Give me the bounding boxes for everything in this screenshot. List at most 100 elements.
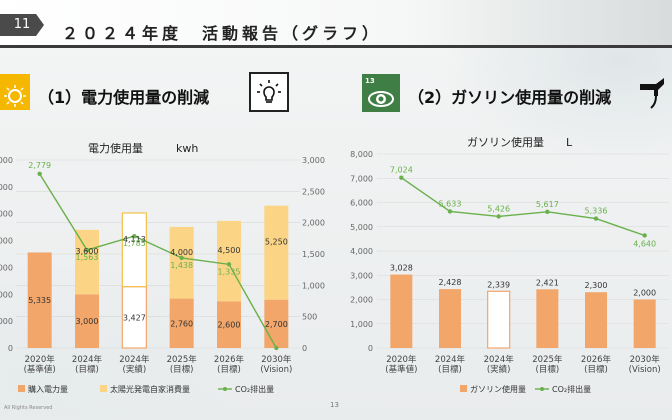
chart2-label-co2: 5,617 xyxy=(536,200,559,209)
chart1-category-label: 2025年 xyxy=(167,354,198,365)
chart1-right-tick: 1,000 xyxy=(302,281,325,290)
chart1-legend-item: 購入電力量 xyxy=(28,384,68,394)
chart2-co2-point xyxy=(496,214,501,219)
chart1-legend-swatch xyxy=(223,387,227,391)
chart1-category-label: 2020年 xyxy=(25,354,56,365)
chart2-label-co2: 5,336 xyxy=(585,207,608,216)
chart1-label-purchased: 3,000 xyxy=(76,317,99,326)
chart1-left-tick: 000 xyxy=(0,290,13,299)
chart2-legend-item: CO₂排出量 xyxy=(552,384,591,394)
chart2-tick: 4,000 xyxy=(350,247,373,256)
slide-number: 11 xyxy=(0,14,44,36)
chart1-bar-purchased xyxy=(169,298,194,348)
chart2-label-co2: 7,024 xyxy=(390,166,413,175)
chart2-category-label: 2025年 xyxy=(532,354,563,365)
title-underline xyxy=(0,45,672,48)
chart1-label-solar: 5,250 xyxy=(265,238,288,247)
chart1-bar-purchased xyxy=(121,286,147,349)
chart1-bar-purchased xyxy=(27,252,52,348)
chart1-legend-item: 太陽光発電自家消費量 xyxy=(110,384,190,394)
chart2-category-label: (目標) xyxy=(584,364,608,375)
chart2-tick: 1,000 xyxy=(350,320,373,329)
footer-rights: All Rights Reserved xyxy=(4,405,53,411)
chart2-label-gasoline: 2,421 xyxy=(536,278,559,287)
section1-heading: （1）電力使用量の削減 xyxy=(38,88,210,107)
chart2-category-label: (目標) xyxy=(438,364,462,375)
chart2-label-co2: 5,426 xyxy=(487,204,510,213)
chart1-legend-item: CO₂排出量 xyxy=(235,384,274,394)
gasoline-chart: ガソリン使用量 L 3,028 2,428 2,339 2,421 2,300 2,000… xyxy=(350,136,669,394)
chart1-label-purchased: 2,700 xyxy=(265,320,288,329)
chart1-legend-swatch xyxy=(100,385,107,392)
chart2-bar-gasoline xyxy=(585,292,607,348)
chart1-right-tick: 3,000 xyxy=(302,156,325,165)
slide-header: 11 ２０２４年度 活動報告（グラフ） xyxy=(0,0,672,48)
chart1-legend-swatch xyxy=(18,385,25,392)
chart1-category-label: (目標) xyxy=(217,364,241,375)
chart1-label-purchased: 2,600 xyxy=(218,321,241,330)
chart2-bar-gasoline xyxy=(536,289,559,348)
chart1-category-label: (実績) xyxy=(123,364,147,375)
chart1-bar-solar xyxy=(169,226,194,299)
chart2-category-label: 2024年 xyxy=(435,354,466,365)
chart2-bar-gasoline xyxy=(439,289,461,348)
chart1-label-solar: 3,600 xyxy=(76,247,99,256)
chart2-tick: 3,000 xyxy=(350,271,373,280)
chart2-category-label: 2024年 xyxy=(484,354,515,365)
chart2-co2-point xyxy=(447,209,453,214)
chart2-label-gasoline: 2,000 xyxy=(633,289,656,298)
chart1-right-tick: 2,000 xyxy=(302,219,325,228)
chart2-co2-point xyxy=(399,175,404,180)
chart2-legend-swatch xyxy=(460,385,467,392)
chart2-bar-gasoline xyxy=(487,290,511,349)
svg-text:13: 13 xyxy=(365,77,375,85)
chart2-category-label: (目標) xyxy=(536,364,560,375)
chart1-co2-point xyxy=(274,345,279,351)
chart2-co2-point xyxy=(642,233,647,238)
chart2-co2-point xyxy=(545,209,550,214)
chart1-label-purchased: 3,427 xyxy=(123,313,146,322)
chart1-label-co2: 1,563 xyxy=(76,253,99,262)
chart1-co2-point xyxy=(37,171,42,177)
chart2-label-gasoline: 2,339 xyxy=(487,280,510,289)
chart1-co2-line xyxy=(39,173,277,349)
chart1-co2-point xyxy=(84,247,90,253)
chart1-label-co2: 1,438 xyxy=(170,261,193,270)
chart1-right-tick: 2,500 xyxy=(302,187,325,196)
sdg13-earth-eye-icon: 13 xyxy=(362,74,400,112)
chart1-label-solar: 4,000 xyxy=(170,248,193,257)
chart2-co2-line xyxy=(400,177,645,237)
chart1-co2-point xyxy=(226,262,232,267)
page-title: ２０２４年度 活動報告（グラフ） xyxy=(62,24,383,43)
chart1-category-label: 2024年 xyxy=(119,354,150,365)
chart2-co2-point xyxy=(593,216,599,221)
chart1-category-label: (目標) xyxy=(170,364,194,375)
chart2-label-gasoline: 2,300 xyxy=(585,281,608,290)
chart1-category-label: (Vision) xyxy=(260,365,292,375)
chart2-label-co2: 5,633 xyxy=(439,199,462,208)
chart1-left-tick: 0 xyxy=(8,344,13,353)
chart2-tick: 0 xyxy=(368,344,373,353)
chart2-bar-gasoline xyxy=(390,274,413,348)
chart2-category-label: (実績) xyxy=(487,364,511,375)
chart1-left-tick: 000 xyxy=(0,263,13,272)
chart1-label-co2: 1,335 xyxy=(218,267,241,276)
chart2-title: ガソリン使用量 L xyxy=(467,136,573,149)
chart1-label-solar: 4,113 xyxy=(123,235,146,244)
chart1-label-purchased: 2,760 xyxy=(170,319,193,328)
chart2-bar-gasoline xyxy=(633,299,656,348)
chart2-label-co2: 4,640 xyxy=(633,239,656,248)
chart1-right-tick: 1,500 xyxy=(302,250,325,259)
chart1-category-label: (目標) xyxy=(75,364,99,375)
chart1-category-label: 2026年 xyxy=(214,354,245,365)
chart2-legend-swatch xyxy=(540,387,544,391)
chart1-left-tick: 000 xyxy=(0,183,13,192)
chart2-category-label: 2030年 xyxy=(630,354,661,365)
chart1-bar-solar xyxy=(121,212,147,288)
chart2-label-gasoline: 2,428 xyxy=(439,278,462,287)
chart1-right-tick: 500 xyxy=(302,313,317,322)
chart1-category-label: 2024年 xyxy=(72,354,103,365)
sdg7-sun-icon xyxy=(0,74,30,110)
chart2-tick: 7,000 xyxy=(350,174,373,183)
